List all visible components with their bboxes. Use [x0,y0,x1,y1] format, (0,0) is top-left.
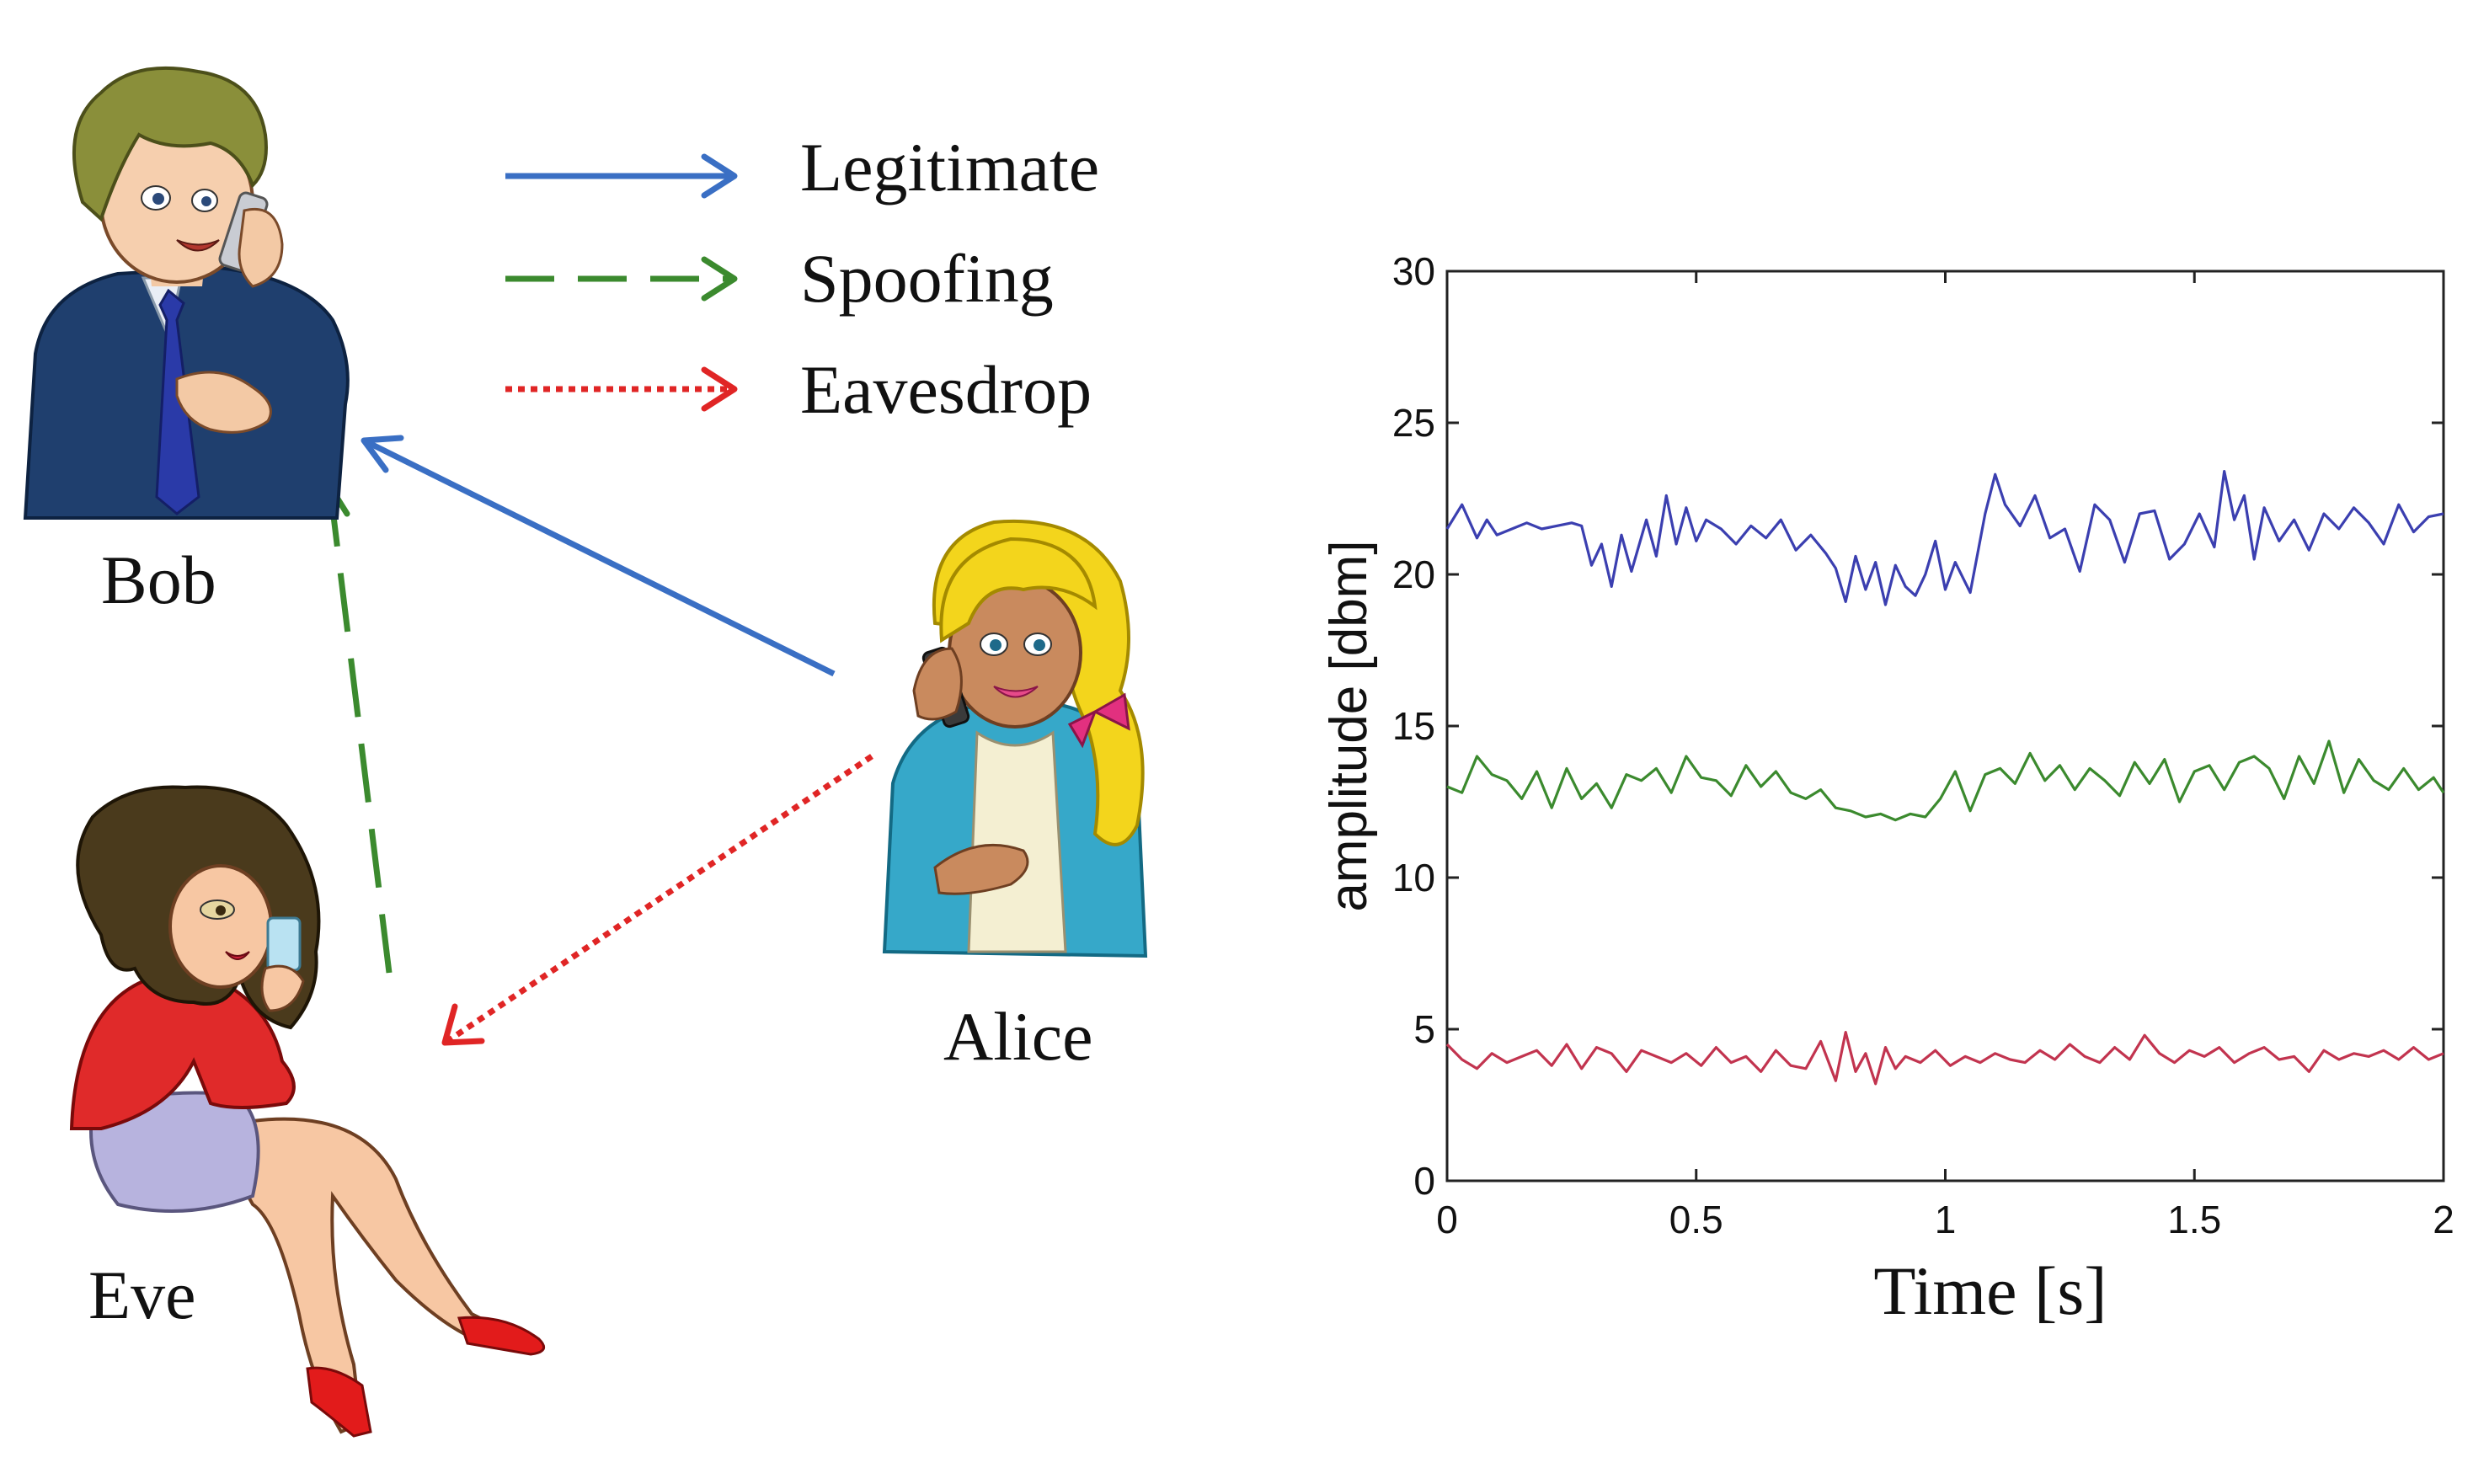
alice-phone-hand [912,647,963,721]
alice-pupil-left [990,639,1001,651]
series-line-upper [1445,469,2444,606]
bob-label: Bob [101,542,216,618]
alice-mouth [993,686,1039,698]
bob-phone-hand [238,207,284,288]
chart-y-axis-label: amplitude [dbm] [1320,540,1378,911]
bob-mouth [176,239,220,252]
legitimate-arrow-alice-to-bob [362,437,836,677]
bob-pupil-left [152,193,164,205]
eve-top [69,974,296,1130]
alice-hair-bangs [939,536,1098,643]
y-tick-label: 5 [1413,1007,1435,1051]
chart-ticks [1445,270,2445,1182]
eavesdrop-arrowhead [441,1003,485,1046]
eve-pupil [216,905,226,915]
alice-label: Alice [943,998,1093,1075]
bob-figure [23,66,350,520]
legend-arrowhead-legitimate [701,153,738,199]
eve-lips [225,951,250,960]
eve-figure [69,785,546,1438]
alice-pupil-right [1034,639,1045,651]
legend-item-spoofing: Spoofing [505,240,1054,317]
chart-plot-frame [1445,270,2445,1182]
alice-ribbon [1067,692,1130,749]
spoofing-arrow-eve-to-bob [327,488,393,974]
y-tick-label: 30 [1392,249,1435,293]
y-tick-label: 15 [1392,704,1435,748]
eve-phone-icon [266,916,302,972]
eve-skirt [89,1091,260,1213]
bob-tie [155,288,200,515]
y-tick-label: 0 [1413,1159,1435,1203]
legend-arrowhead-spoofing [701,256,738,302]
chart-x-axis-label: Time [s] [1873,1252,2107,1329]
connection-arrows [310,435,873,1046]
bob-pupil-right [201,196,211,206]
x-tick-label: 1.5 [2167,1198,2221,1241]
eve-legs [207,1117,517,1434]
series-line-lower [1445,1030,2444,1086]
eve-shoe-left [306,1366,372,1438]
x-tick-label: 0.5 [1669,1198,1723,1241]
alice-hand [933,843,1029,895]
eve-face [168,864,273,989]
eve-phone-hand [260,964,305,1012]
bob-hand [175,371,272,434]
alice-top [967,730,1067,953]
x-tick-label: 0 [1436,1198,1458,1241]
legend-arrowhead-eavesdrop [701,366,738,412]
legitimate-arrowhead [361,435,404,473]
legend-label-eavesdrop: Eavesdrop [800,351,1092,428]
legend-label-spoofing: Spoofing [800,240,1054,317]
y-tick-label: 25 [1392,401,1435,445]
x-tick-label: 2 [2433,1198,2454,1241]
y-tick-label: 10 [1392,856,1435,899]
bob-hair [72,66,268,222]
eve-shoe-right [457,1316,546,1356]
alice-figure [882,519,1148,958]
series-line-middle [1446,739,2445,822]
eve-label: Eve [88,1257,195,1333]
eavesdrop-arrow-alice-to-eve [445,754,873,1044]
legend-item-eavesdrop: Eavesdrop [505,351,1092,428]
y-tick-label: 20 [1392,552,1435,596]
legend-item-legitimate: Legitimate [505,129,1099,206]
chart-series [1445,469,2445,1086]
legend-label-legitimate: Legitimate [800,129,1099,206]
legend: Legitimate Spoofing Eavesdrop [505,129,1099,428]
x-tick-label: 1 [1935,1198,1957,1241]
